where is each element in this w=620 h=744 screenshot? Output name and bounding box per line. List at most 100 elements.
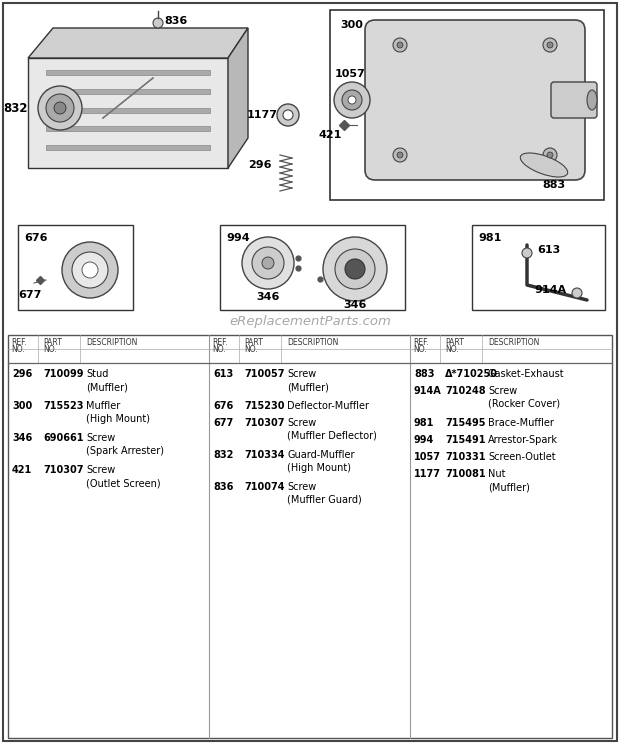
Text: 715230: 715230 xyxy=(244,401,285,411)
Text: (Outlet Screen): (Outlet Screen) xyxy=(86,478,161,488)
Circle shape xyxy=(82,262,98,278)
Text: Deflector-Muffler: Deflector-Muffler xyxy=(287,401,369,411)
Text: Screw: Screw xyxy=(287,482,316,492)
Text: 690661: 690661 xyxy=(43,433,84,443)
Text: PART: PART xyxy=(445,338,464,347)
Text: 613: 613 xyxy=(213,369,233,379)
Bar xyxy=(46,70,210,75)
Text: 710307: 710307 xyxy=(43,465,84,475)
Circle shape xyxy=(277,104,299,126)
Text: NO.: NO. xyxy=(413,345,427,354)
Text: eReplacementParts.com: eReplacementParts.com xyxy=(229,315,391,329)
Circle shape xyxy=(345,259,365,279)
Bar xyxy=(46,89,210,94)
Text: 832: 832 xyxy=(4,101,29,115)
Text: NO.: NO. xyxy=(445,345,459,354)
Circle shape xyxy=(54,102,66,114)
Circle shape xyxy=(242,237,294,289)
Text: 715523: 715523 xyxy=(43,401,84,411)
Text: DESCRIPTION: DESCRIPTION xyxy=(287,338,339,347)
Text: Screw: Screw xyxy=(86,465,115,475)
Text: Brace-Muffler: Brace-Muffler xyxy=(488,418,554,428)
Text: 296: 296 xyxy=(248,160,272,170)
Text: (High Mount): (High Mount) xyxy=(86,414,150,424)
Text: 836: 836 xyxy=(213,482,233,492)
Text: 710099: 710099 xyxy=(43,369,84,379)
Bar xyxy=(46,126,210,131)
Circle shape xyxy=(393,148,407,162)
Text: 1057: 1057 xyxy=(335,69,365,79)
Text: Screw: Screw xyxy=(287,418,316,428)
Text: (Muffler Guard): (Muffler Guard) xyxy=(287,495,361,505)
Text: Nut: Nut xyxy=(488,469,505,479)
Circle shape xyxy=(522,248,532,258)
Text: REF.: REF. xyxy=(212,338,228,347)
Text: Screw: Screw xyxy=(86,433,115,443)
Text: PART: PART xyxy=(244,338,263,347)
Text: REF.: REF. xyxy=(11,338,27,347)
Text: 710081: 710081 xyxy=(445,469,485,479)
Circle shape xyxy=(543,148,557,162)
Text: NO.: NO. xyxy=(43,345,57,354)
Circle shape xyxy=(283,110,293,120)
Ellipse shape xyxy=(520,153,568,177)
Text: Guard-Muffler: Guard-Muffler xyxy=(287,450,355,460)
Text: 981: 981 xyxy=(478,233,502,243)
Text: 346: 346 xyxy=(343,300,366,310)
Text: 710057: 710057 xyxy=(244,369,285,379)
Bar xyxy=(46,107,210,112)
Polygon shape xyxy=(28,28,248,58)
Text: Screen-Outlet: Screen-Outlet xyxy=(488,452,556,462)
Bar xyxy=(8,335,612,738)
Circle shape xyxy=(572,288,582,298)
Circle shape xyxy=(335,249,375,289)
Text: Δ*710250: Δ*710250 xyxy=(445,369,498,379)
Text: 715495: 715495 xyxy=(445,418,485,428)
Text: Stud: Stud xyxy=(86,369,108,379)
Text: 715491: 715491 xyxy=(445,435,485,445)
Circle shape xyxy=(46,94,74,122)
Text: 421: 421 xyxy=(12,465,32,475)
Text: 296: 296 xyxy=(12,369,32,379)
Circle shape xyxy=(323,237,387,301)
Circle shape xyxy=(547,152,553,158)
Circle shape xyxy=(393,38,407,52)
Text: 710307: 710307 xyxy=(244,418,285,428)
Text: 914A: 914A xyxy=(534,285,566,295)
Ellipse shape xyxy=(587,90,597,110)
Text: 710331: 710331 xyxy=(445,452,485,462)
Text: 710074: 710074 xyxy=(244,482,285,492)
Text: 914A: 914A xyxy=(414,386,441,396)
Text: (High Mount): (High Mount) xyxy=(287,463,351,473)
Text: 677: 677 xyxy=(213,418,233,428)
FancyBboxPatch shape xyxy=(551,82,597,118)
Text: 300: 300 xyxy=(12,401,32,411)
Text: 677: 677 xyxy=(19,290,42,300)
Text: DESCRIPTION: DESCRIPTION xyxy=(86,338,138,347)
Text: 613: 613 xyxy=(537,245,560,255)
Circle shape xyxy=(342,90,362,110)
Text: 994: 994 xyxy=(414,435,434,445)
Text: NO.: NO. xyxy=(244,345,258,354)
Bar xyxy=(220,225,405,310)
FancyBboxPatch shape xyxy=(365,20,585,180)
Text: 346: 346 xyxy=(12,433,32,443)
Text: 710334: 710334 xyxy=(244,450,285,460)
Text: 300: 300 xyxy=(340,20,363,30)
Bar xyxy=(472,225,605,310)
Circle shape xyxy=(262,257,274,269)
Polygon shape xyxy=(28,58,228,168)
Circle shape xyxy=(334,82,370,118)
Text: 421: 421 xyxy=(318,130,342,140)
Text: 883: 883 xyxy=(542,180,565,190)
Text: 1057: 1057 xyxy=(414,452,441,462)
Text: Arrestor-Spark: Arrestor-Spark xyxy=(488,435,558,445)
Text: Screw: Screw xyxy=(287,369,316,379)
Text: DESCRIPTION: DESCRIPTION xyxy=(488,338,539,347)
Circle shape xyxy=(38,86,82,130)
Text: 832: 832 xyxy=(213,450,233,460)
Text: (Spark Arrester): (Spark Arrester) xyxy=(86,446,164,456)
Bar xyxy=(46,145,210,150)
Text: NO.: NO. xyxy=(212,345,226,354)
Circle shape xyxy=(72,252,108,288)
